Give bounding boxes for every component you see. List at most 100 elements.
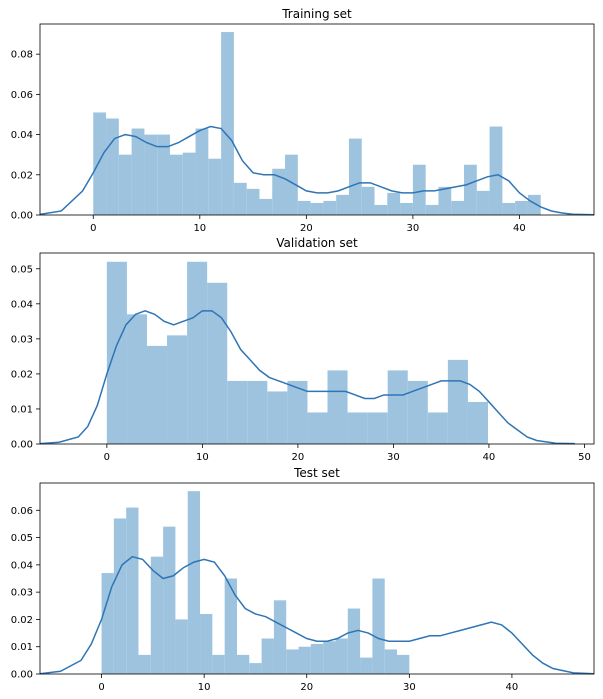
y-tick-label: 0.01 (11, 404, 33, 415)
histogram-bar (372, 578, 385, 674)
x-tick-label: 20 (300, 682, 313, 693)
histogram-bar (272, 168, 286, 215)
y-tick-label: 0.00 (11, 670, 33, 681)
histogram-bar (118, 154, 132, 215)
histogram-bar (407, 380, 428, 444)
y-tick-label: 0.02 (11, 369, 33, 380)
x-tick-label: 0 (90, 223, 96, 234)
histogram-bar (208, 158, 222, 215)
panel-training: 0 10 20 30 40 0.00 0.02 0.04 0.06 0.08 Training se… (11, 7, 595, 234)
histogram-bar (335, 638, 348, 674)
histogram-bar (187, 261, 208, 444)
histogram-bars (93, 32, 541, 215)
histogram-bar (447, 359, 468, 444)
kde-line (39, 310, 575, 445)
histogram-bar (267, 391, 288, 444)
histogram-bar (207, 282, 228, 444)
histogram-bar (438, 186, 452, 215)
histogram-bar (146, 345, 168, 444)
histogram-bar (502, 202, 516, 215)
x-tick-label: 0 (98, 682, 104, 693)
y-tick-label: 0.03 (11, 334, 33, 345)
histogram-bar (336, 194, 349, 215)
histogram-bar (144, 134, 158, 215)
histogram-bar (131, 128, 145, 215)
histogram-bar (348, 138, 362, 215)
y-tick-label: 0.06 (11, 90, 33, 101)
y-tick-label: 0.04 (11, 560, 33, 571)
histogram-bar (298, 646, 311, 674)
histogram-bar (412, 164, 426, 215)
histogram-bar (169, 154, 183, 215)
histogram-bar (224, 578, 237, 674)
x-tick-label: 10 (196, 452, 209, 463)
histogram-bar (287, 380, 308, 444)
histogram-bar (467, 401, 488, 444)
histogram-bar (464, 164, 477, 215)
plot-frame (39, 482, 595, 675)
histogram-bar (259, 198, 273, 215)
histogram-bar (425, 204, 439, 215)
histogram-bar (261, 638, 274, 674)
y-tick-label: 0.02 (11, 615, 33, 626)
x-tick-label: 40 (513, 223, 526, 234)
x-tick-label: 50 (578, 452, 591, 463)
x-tick-label: 10 (193, 223, 206, 234)
x-tick-label: 30 (403, 682, 416, 693)
plot-frame (39, 23, 595, 216)
histogram-bar (106, 261, 127, 444)
y-tick-label: 0.05 (11, 264, 33, 275)
histogram-bar (236, 654, 250, 674)
histogram-bar (106, 118, 119, 215)
histogram-bar (307, 412, 328, 444)
histogram-bar (247, 380, 268, 444)
histogram-bar (310, 202, 324, 215)
histogram-bar (427, 412, 448, 444)
y-tick-label: 0.08 (11, 50, 33, 61)
y-tick-label: 0.02 (11, 170, 33, 181)
histogram-bar (126, 507, 139, 674)
histogram-bar (515, 200, 528, 215)
histogram-bar (397, 654, 410, 674)
histogram-bar (246, 188, 260, 215)
histogram-bar (126, 314, 147, 444)
plot-frame (39, 252, 595, 445)
histogram-bar (285, 154, 298, 215)
x-tick-label: 30 (407, 223, 420, 234)
histogram-bar (221, 32, 234, 215)
histogram-bar (527, 194, 541, 215)
x-tick-label: 10 (198, 682, 211, 693)
x-tick-label: 40 (506, 682, 519, 693)
histogram-bar (476, 190, 490, 215)
histogram-bar (249, 663, 262, 674)
y-tick-label: 0.04 (11, 299, 33, 310)
histogram-bar (367, 412, 388, 444)
histogram-bar (323, 641, 336, 674)
histogram-bar (400, 202, 413, 215)
histogram-bar (384, 649, 398, 674)
chart-title: Validation set (276, 236, 358, 250)
histogram-bar (387, 370, 408, 444)
histogram-bar (138, 654, 151, 674)
histogram-bar (200, 613, 213, 674)
histogram-bar (93, 112, 107, 215)
histogram-bar (387, 192, 401, 215)
y-tick-label: 0.00 (11, 440, 33, 451)
x-tick-label: 20 (300, 223, 313, 234)
kde-line (39, 125, 595, 216)
histogram-bar (233, 182, 247, 215)
histogram-bar (167, 335, 188, 444)
chart-title: Test set (293, 466, 340, 480)
histogram-bar (323, 200, 337, 215)
x-tick-label: 20 (292, 452, 305, 463)
histogram-bar (451, 200, 465, 215)
y-tick-label: 0.04 (11, 130, 33, 141)
histogram-bar (374, 204, 388, 215)
histogram-bar (150, 556, 164, 674)
histogram-bar (113, 518, 127, 674)
y-tick-label: 0.00 (11, 211, 33, 222)
histogram-bar (310, 643, 324, 674)
histogram-bars (106, 261, 488, 444)
histogram-bar (187, 491, 201, 674)
